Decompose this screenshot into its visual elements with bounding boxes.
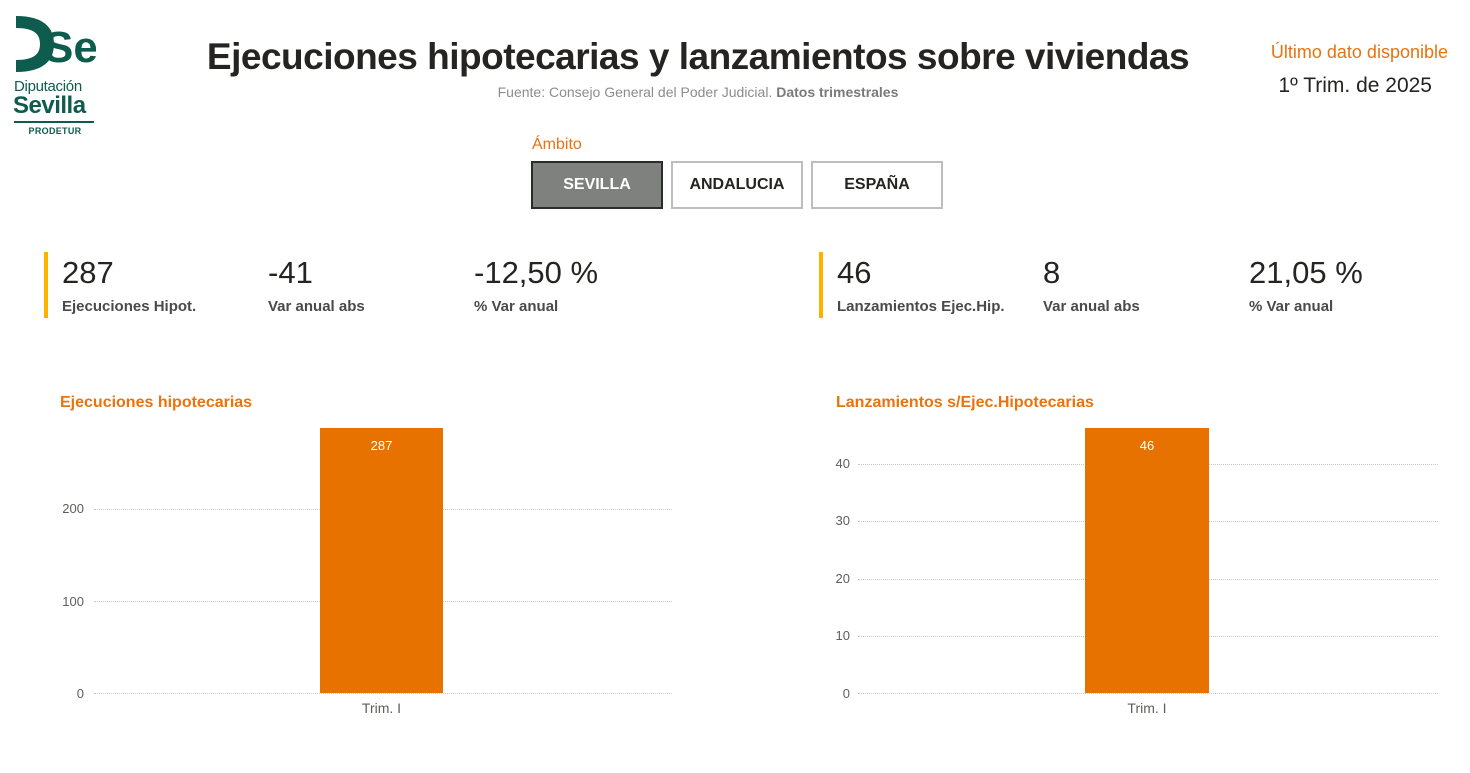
chart-title: Lanzamientos s/Ejec.Hipotecarias — [836, 394, 1094, 411]
kpi-lanzamientos-var-pct: 21,05 % % Var anual — [1249, 252, 1363, 315]
chart-ejecuciones-hipotecarias[interactable]: Ejecuciones hipotecarias 200 100 0 287 T… — [44, 390, 704, 730]
kpi-value: -41 — [268, 255, 313, 290]
bar-data-label: 46 — [1139, 438, 1155, 453]
source-frequency: Datos trimestrales — [776, 84, 899, 100]
y-tick: 30 — [835, 513, 850, 528]
y-tick: 0 — [76, 686, 84, 701]
svg-text:Se: Se — [44, 23, 96, 72]
last-data-label: Último dato disponible — [1270, 42, 1448, 62]
chart-lanzamientos[interactable]: Lanzamientos s/Ejec.Hipotecarias 40 30 2… — [820, 390, 1450, 730]
kpi-value: 21,05 % — [1249, 255, 1363, 290]
kpi-label: Var anual abs — [268, 298, 365, 315]
kpi-value: 287 — [62, 255, 114, 290]
last-data-value: 1º Trim. de 2025 — [1278, 74, 1432, 97]
kpi-value: 8 — [1043, 255, 1061, 290]
ambito-slicer-label: Ámbito — [532, 136, 582, 153]
x-tick: Trim. I — [361, 700, 402, 716]
gridline — [94, 693, 672, 694]
logo-divider — [14, 121, 94, 123]
kpi-label: Var anual abs — [1043, 298, 1140, 315]
kpi-label: Lanzamientos Ejec.Hip. — [837, 298, 1005, 315]
dse-logo-mark-icon: Se — [16, 16, 96, 72]
kpi-lanzamientos-var-abs: 8 Var anual abs — [1043, 252, 1140, 315]
kpi-value: 46 — [837, 255, 872, 290]
y-tick: 100 — [62, 594, 84, 609]
y-tick: 20 — [835, 571, 850, 586]
y-tick: 200 — [62, 501, 84, 516]
kpi-group-ejecuciones: 287 Ejecuciones Hipot. -41 Var anual abs… — [44, 252, 598, 318]
kpi-value: -12,50 % — [474, 255, 599, 290]
page-subtitle: Fuente: Consejo General del Poder Judici… — [160, 84, 1236, 100]
kpi-lanzamientos-total: 46 Lanzamientos Ejec.Hip. — [837, 252, 1005, 315]
logo-text-sevilla: Sevilla — [13, 92, 86, 119]
kpi-ejecuciones-var-abs: -41 Var anual abs — [268, 252, 365, 315]
kpi-group-lanzamientos: 46 Lanzamientos Ejec.Hip. 8 Var anual ab… — [819, 252, 1363, 318]
source-text: Fuente: Consejo General del Poder Judici… — [497, 84, 773, 100]
kpi-label: Ejecuciones Hipot. — [62, 298, 197, 315]
bar-trim-i[interactable]: 46 — [1085, 428, 1209, 693]
logo-text-prodetur: PRODETUR — [28, 126, 82, 136]
slicer-option-andalucia[interactable]: ANDALUCIA — [671, 161, 803, 209]
logo-text-diputacion: Diputación — [14, 78, 82, 95]
kpi-label: % Var anual — [474, 298, 559, 315]
gridline — [858, 693, 1438, 694]
diputacion-sevilla-logo: Se Diputación Sevilla PRODETUR — [12, 12, 98, 140]
bar-trim-i[interactable]: 287 — [320, 428, 443, 693]
page-title: Ejecuciones hipotecarias y lanzamientos … — [206, 36, 1190, 77]
kpi-label: % Var anual — [1249, 298, 1334, 315]
bar-data-label: 287 — [370, 438, 393, 453]
x-tick: Trim. I — [1127, 700, 1167, 716]
ambito-slicer: SEVILLA ANDALUCIA ESPAÑA — [531, 161, 943, 209]
y-tick: 40 — [835, 456, 850, 471]
kpi-ejecuciones-var-pct: -12,50 % % Var anual — [474, 252, 598, 315]
plot-area: 287 — [94, 428, 672, 694]
kpi-ejecuciones-total: 287 Ejecuciones Hipot. — [62, 252, 196, 315]
y-tick: 10 — [835, 628, 850, 643]
plot-area: 46 — [858, 428, 1438, 694]
chart-title: Ejecuciones hipotecarias — [60, 394, 253, 411]
slicer-option-sevilla[interactable]: SEVILLA — [531, 161, 663, 209]
y-tick: 0 — [842, 686, 850, 701]
slicer-option-espana[interactable]: ESPAÑA — [811, 161, 943, 209]
